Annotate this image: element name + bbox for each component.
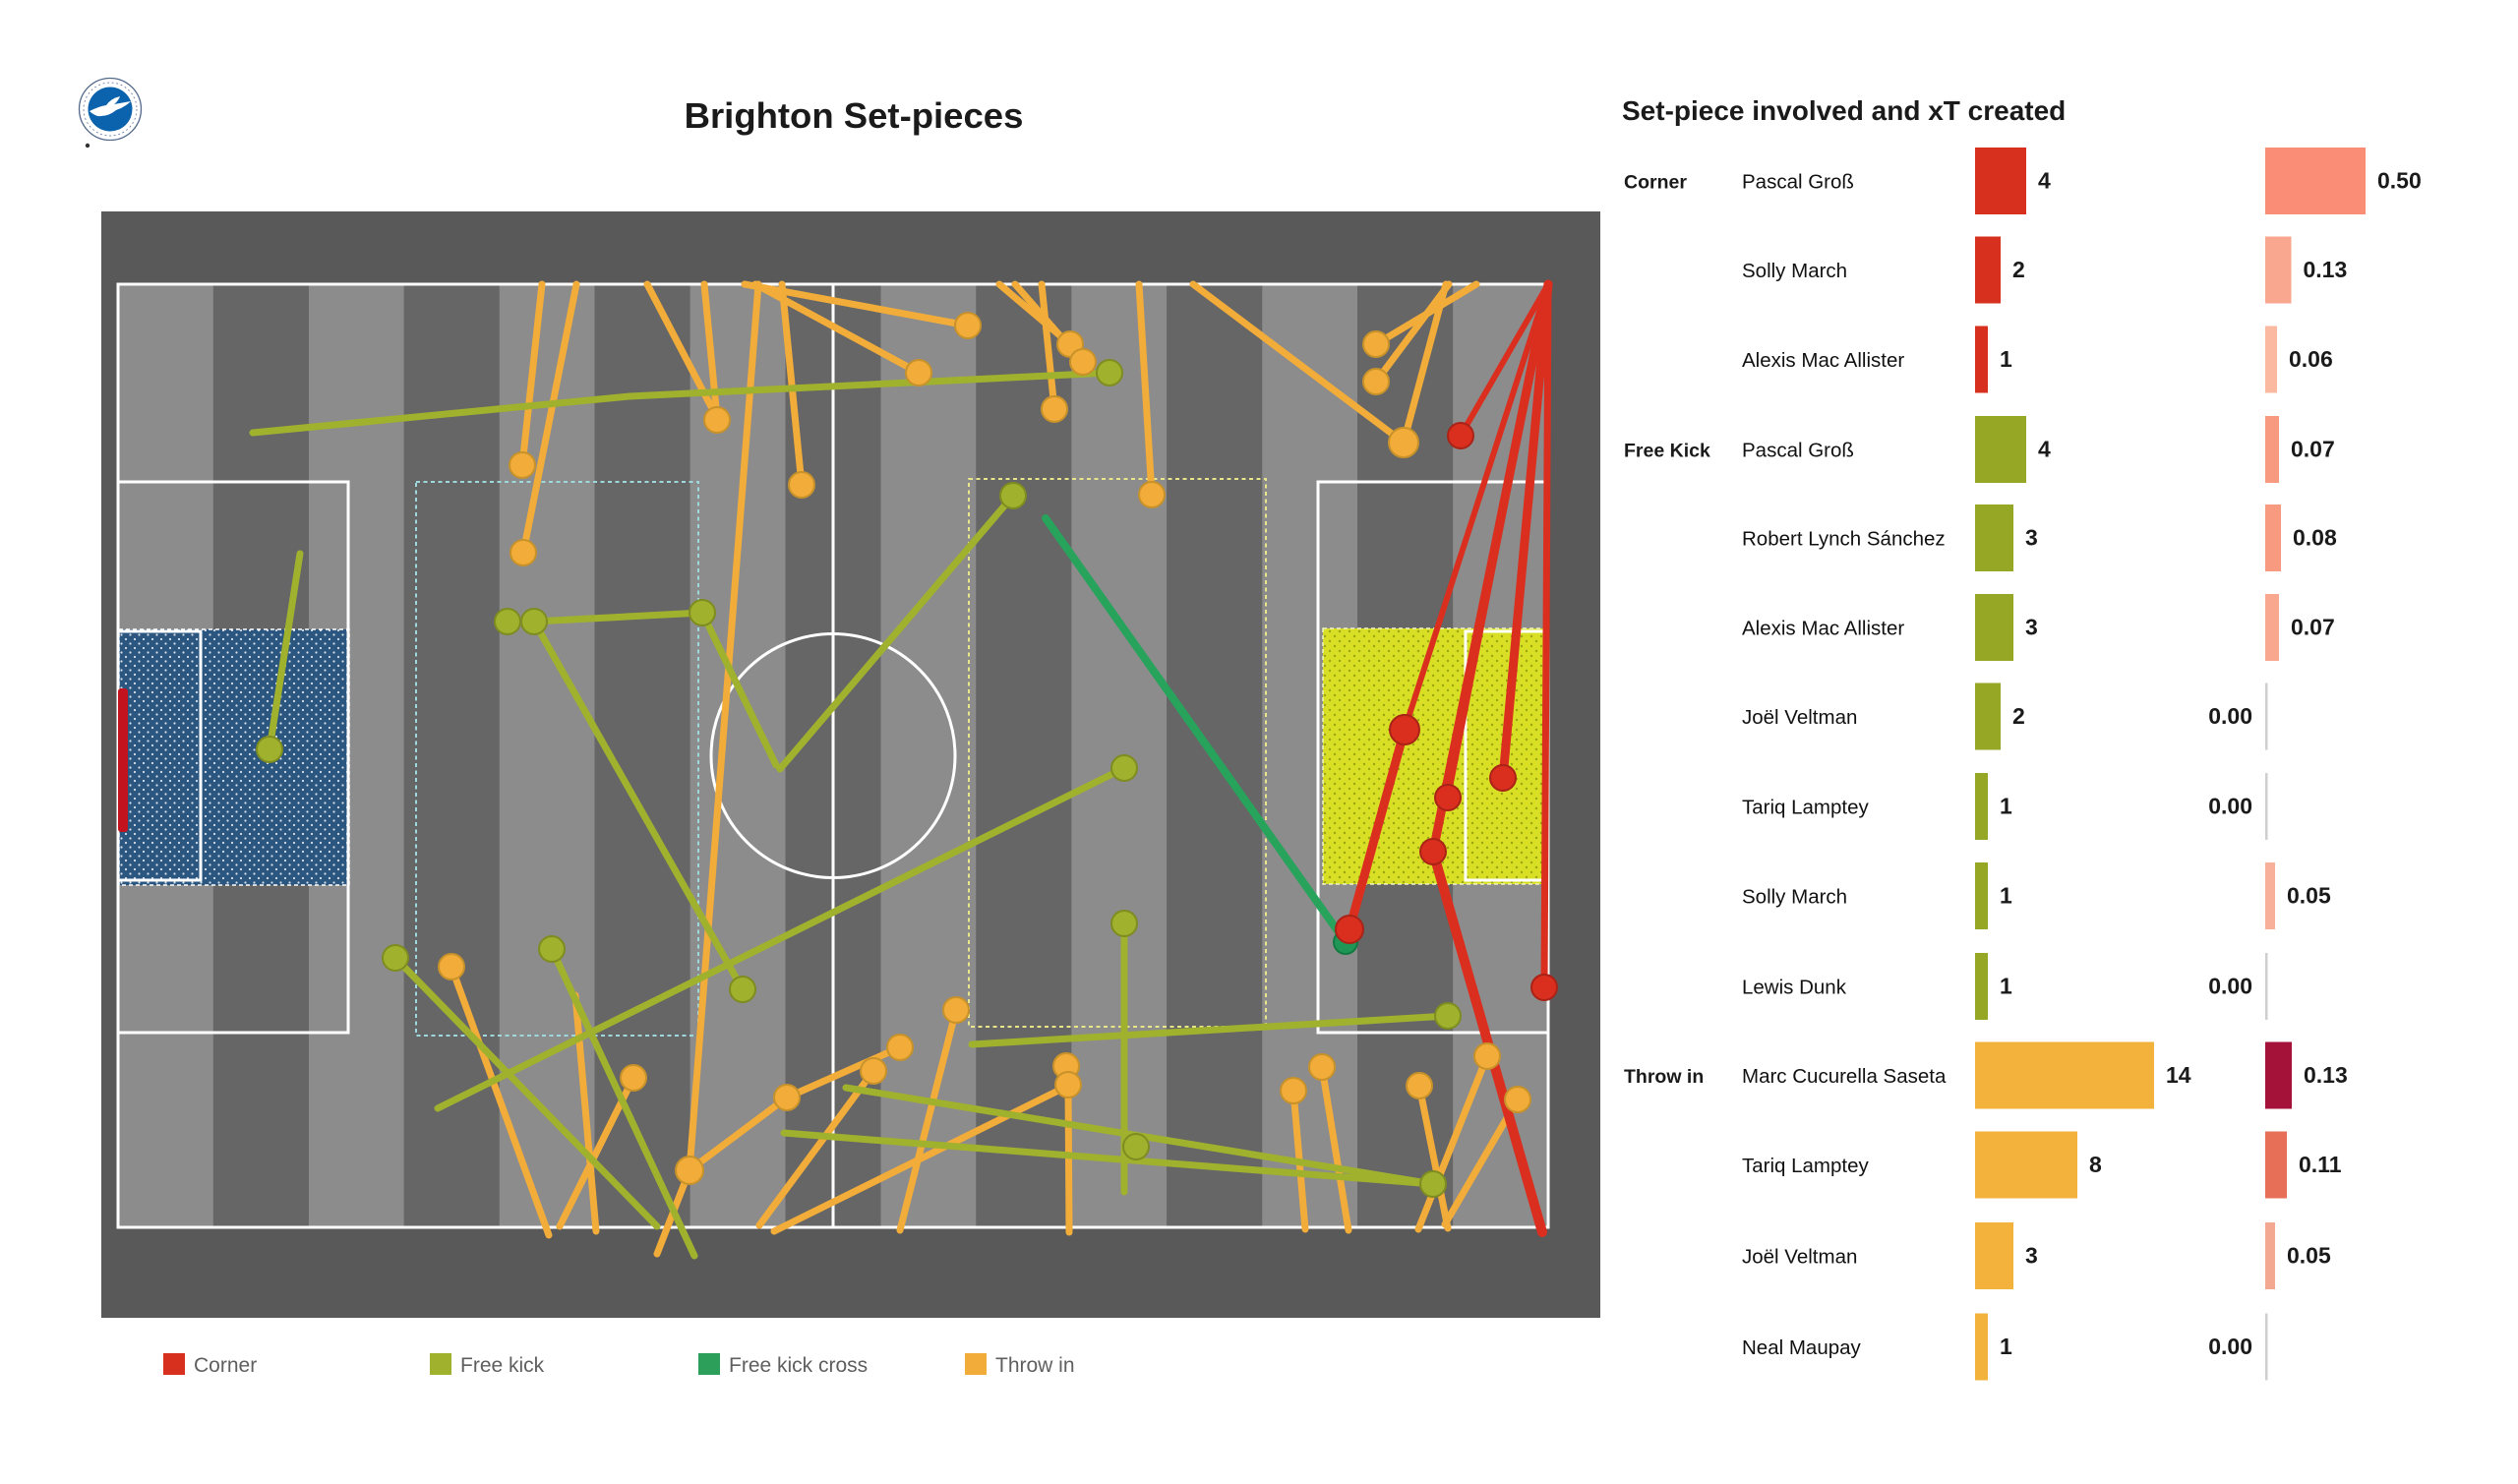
svg-text:Pascal Groß: Pascal Groß	[1742, 171, 1854, 194]
svg-text:0.00: 0.00	[2208, 794, 2252, 819]
svg-text:1: 1	[2000, 883, 2012, 909]
svg-text:Tariq Lamptey: Tariq Lamptey	[1742, 797, 1870, 819]
svg-text:Joël Veltman: Joël Veltman	[1742, 1246, 1857, 1269]
svg-text:0.08: 0.08	[2293, 525, 2337, 551]
svg-text:Marc Cucurella Saseta: Marc Cucurella Saseta	[1742, 1065, 1947, 1088]
svg-text:Set-piece involved and xT crea: Set-piece involved and xT created	[1622, 95, 2066, 126]
svg-text:Solly March: Solly March	[1742, 886, 1847, 909]
svg-text:Robert Lynch Sánchez: Robert Lynch Sánchez	[1742, 528, 1946, 551]
svg-text:2: 2	[2012, 703, 2025, 729]
svg-text:0.11: 0.11	[2299, 1152, 2342, 1177]
svg-text:Solly March: Solly March	[1742, 260, 1847, 282]
svg-text:Throw in: Throw in	[1624, 1066, 1704, 1088]
svg-text:0.06: 0.06	[2289, 346, 2333, 372]
svg-text:4: 4	[2038, 437, 2051, 462]
svg-text:0.05: 0.05	[2287, 1243, 2331, 1269]
svg-text:0.00: 0.00	[2208, 1334, 2252, 1359]
svg-text:Joël Veltman: Joël Veltman	[1742, 706, 1857, 729]
svg-text:3: 3	[2025, 1243, 2038, 1269]
svg-text:Free Kick: Free Kick	[1624, 441, 1710, 462]
svg-text:0.00: 0.00	[2208, 703, 2252, 729]
svg-text:1: 1	[2000, 346, 2012, 372]
svg-text:1: 1	[2000, 794, 2012, 819]
svg-text:Alexis Mac Allister: Alexis Mac Allister	[1742, 349, 1904, 372]
svg-text:1: 1	[2000, 1334, 2012, 1359]
svg-text:Free kick cross: Free kick cross	[729, 1354, 868, 1377]
svg-text:Tariq Lamptey: Tariq Lamptey	[1742, 1155, 1870, 1177]
svg-text:0.05: 0.05	[2287, 883, 2331, 909]
svg-text:1: 1	[2000, 974, 2012, 999]
svg-text:3: 3	[2025, 615, 2038, 640]
svg-text:0.13: 0.13	[2304, 1062, 2348, 1088]
svg-text:Corner: Corner	[1624, 172, 1687, 194]
svg-text:Pascal Groß: Pascal Groß	[1742, 440, 1854, 462]
svg-text:Brighton Set-pieces: Brighton Set-pieces	[685, 95, 1024, 136]
svg-text:0.00: 0.00	[2208, 974, 2252, 999]
svg-text:4: 4	[2038, 168, 2051, 194]
svg-text:Free kick: Free kick	[460, 1354, 545, 1377]
svg-text:0.13: 0.13	[2304, 257, 2348, 282]
svg-text:14: 14	[2166, 1062, 2191, 1088]
svg-text:3: 3	[2025, 525, 2038, 551]
svg-text:Throw in: Throw in	[995, 1354, 1075, 1377]
svg-text:Corner: Corner	[194, 1354, 257, 1377]
svg-text:Neal Maupay: Neal Maupay	[1742, 1336, 1862, 1359]
svg-text:0.07: 0.07	[2291, 437, 2335, 462]
svg-text:2: 2	[2012, 257, 2025, 282]
svg-text:0.07: 0.07	[2291, 615, 2335, 640]
svg-text:Alexis Mac Allister: Alexis Mac Allister	[1742, 618, 1904, 640]
svg-text:0.50: 0.50	[2377, 168, 2422, 194]
svg-text:Lewis Dunk: Lewis Dunk	[1742, 977, 1847, 999]
svg-text:8: 8	[2089, 1152, 2102, 1177]
